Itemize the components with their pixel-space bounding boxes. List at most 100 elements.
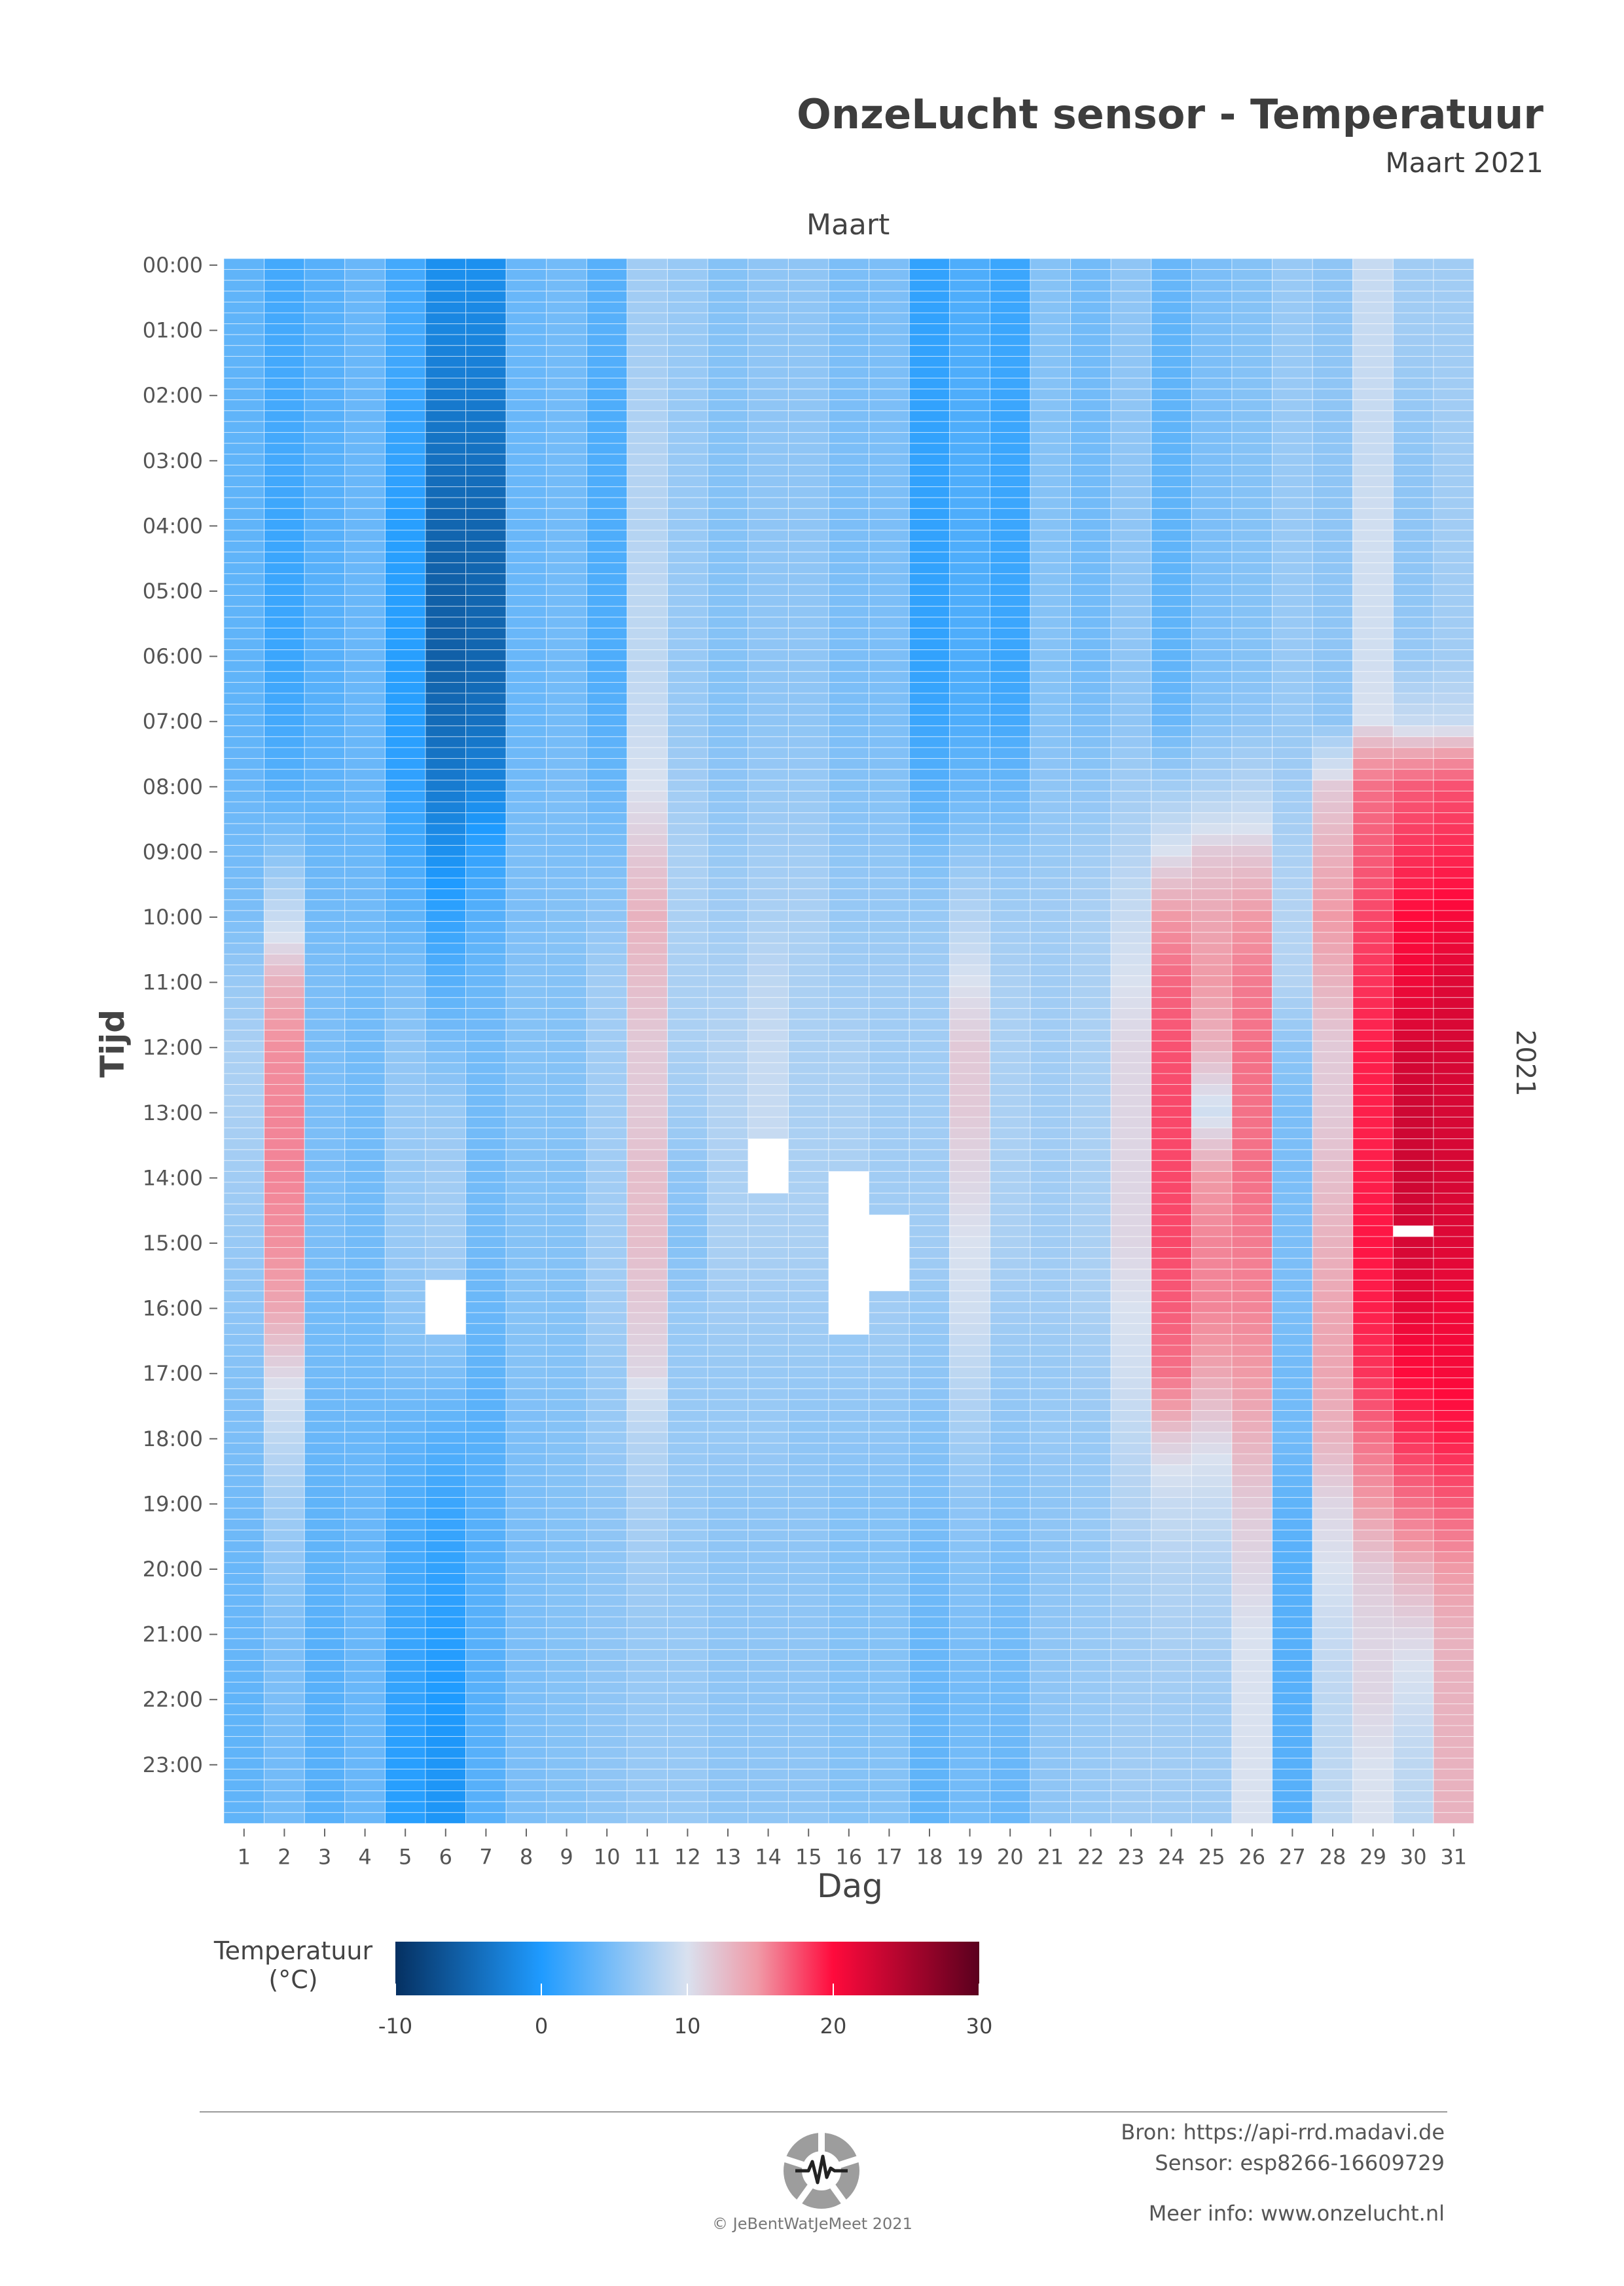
heatmap-cell <box>667 355 708 368</box>
heatmap-cell <box>1433 964 1475 977</box>
heatmap-cell <box>869 997 910 1009</box>
heatmap-cell <box>869 464 910 477</box>
heatmap-cell <box>787 1486 829 1498</box>
heatmap-cell <box>546 595 587 607</box>
heatmap-cell <box>869 867 910 879</box>
heatmap-cell <box>1070 1605 1111 1618</box>
heatmap-cell <box>1191 606 1233 618</box>
heatmap-cell <box>586 1170 628 1183</box>
heatmap-cell <box>869 769 910 781</box>
heatmap-cell <box>1151 1138 1192 1150</box>
heatmap-cell <box>989 345 1031 357</box>
heatmap-cell <box>1151 964 1192 977</box>
heatmap-cell <box>869 681 910 694</box>
heatmap-cell <box>546 1410 587 1422</box>
heatmap-cell <box>909 1051 950 1063</box>
heatmap-cell <box>1191 844 1233 857</box>
heatmap-cell <box>707 562 749 574</box>
heatmap-cell <box>828 780 870 791</box>
heatmap-cell <box>707 1116 749 1129</box>
heatmap-cell <box>707 1138 749 1150</box>
heatmap-cell <box>949 1464 990 1476</box>
heatmap-cell <box>304 1388 346 1400</box>
heatmap-cell <box>1392 1051 1434 1063</box>
heatmap-cell <box>707 758 749 770</box>
heatmap-cell <box>1070 1682 1111 1694</box>
heatmap-cell <box>1191 1040 1233 1053</box>
heatmap-cell <box>748 1269 789 1280</box>
heatmap-cell <box>384 1790 426 1802</box>
heatmap-cell <box>869 334 910 346</box>
heatmap-cell <box>505 1290 547 1303</box>
heatmap-cell <box>546 1225 587 1237</box>
heatmap-cell <box>384 1116 426 1129</box>
heatmap-cell <box>787 1562 829 1574</box>
heatmap-cell <box>1312 1768 1354 1781</box>
heatmap-cell <box>304 475 346 488</box>
heatmap-cell <box>869 758 910 770</box>
heatmap-cell <box>344 1345 386 1357</box>
heatmap-cell <box>223 367 265 379</box>
heatmap-cell <box>384 660 426 672</box>
heatmap-cell <box>223 1345 265 1357</box>
heatmap-cell <box>1191 1377 1233 1389</box>
heatmap-cell <box>425 1116 467 1129</box>
heatmap-cell <box>748 1301 789 1313</box>
heatmap-cell <box>1392 1562 1434 1574</box>
heatmap-cell <box>707 1747 749 1759</box>
heatmap-cell <box>223 1040 265 1053</box>
heatmap-cell <box>1110 1682 1152 1694</box>
heatmap-cell <box>546 681 587 694</box>
heatmap-cell <box>1231 1247 1273 1259</box>
heatmap-cell <box>1312 888 1354 900</box>
heatmap-cell <box>344 1247 386 1259</box>
heatmap-cell <box>1312 1682 1354 1694</box>
heatmap-cell <box>787 1084 829 1096</box>
heatmap-cell <box>1030 508 1072 520</box>
heatmap-cell <box>1030 823 1072 835</box>
heatmap-cell <box>909 1312 950 1324</box>
heatmap-cell <box>223 486 265 498</box>
heatmap-cell <box>425 1007 467 1020</box>
heatmap-cell <box>344 1432 386 1443</box>
heatmap-cell <box>989 1605 1031 1618</box>
heatmap-cell <box>707 584 749 596</box>
heatmap-cell <box>748 530 789 542</box>
heatmap-cell <box>1312 258 1354 270</box>
heatmap-cell <box>1110 1269 1152 1280</box>
heatmap-cell <box>465 258 507 270</box>
heatmap-cell <box>1392 1508 1434 1520</box>
heatmap-cell <box>264 1779 305 1792</box>
heatmap-cell <box>1392 932 1434 944</box>
heatmap-cell <box>707 1388 749 1400</box>
heatmap-cell <box>1151 1193 1192 1205</box>
heatmap-cell <box>586 1432 628 1443</box>
heatmap-cell <box>1272 1062 1313 1074</box>
heatmap-cell <box>1151 1421 1192 1433</box>
heatmap-cell <box>909 1758 950 1769</box>
heatmap-cell <box>909 747 950 759</box>
heatmap-cell <box>505 681 547 694</box>
heatmap-cell <box>828 280 870 292</box>
heatmap-cell <box>465 1312 507 1324</box>
heatmap-cell <box>304 877 346 890</box>
heatmap-cell <box>1070 1584 1111 1596</box>
page-title: OnzeLucht sensor - Temperatuur <box>797 90 1543 138</box>
heatmap-cell <box>586 1801 628 1813</box>
heatmap-cell <box>344 454 386 465</box>
x-tick-label: 3 <box>318 1844 331 1869</box>
heatmap-cell <box>1272 269 1313 281</box>
heatmap-cell <box>344 1605 386 1618</box>
heatmap-cell <box>1030 943 1072 954</box>
heatmap-cell <box>949 1692 990 1705</box>
heatmap-cell <box>1352 1747 1394 1759</box>
heatmap-cell <box>1392 867 1434 879</box>
heatmap-cell <box>465 508 507 520</box>
heatmap-cell <box>1191 1127 1233 1140</box>
heatmap-cell <box>787 1073 829 1085</box>
heatmap-cell <box>1191 1106 1233 1117</box>
heatmap-cell <box>667 1671 708 1683</box>
heatmap-cell <box>465 671 507 683</box>
heatmap-cell <box>1191 1638 1233 1650</box>
heatmap-cell <box>465 975 507 987</box>
